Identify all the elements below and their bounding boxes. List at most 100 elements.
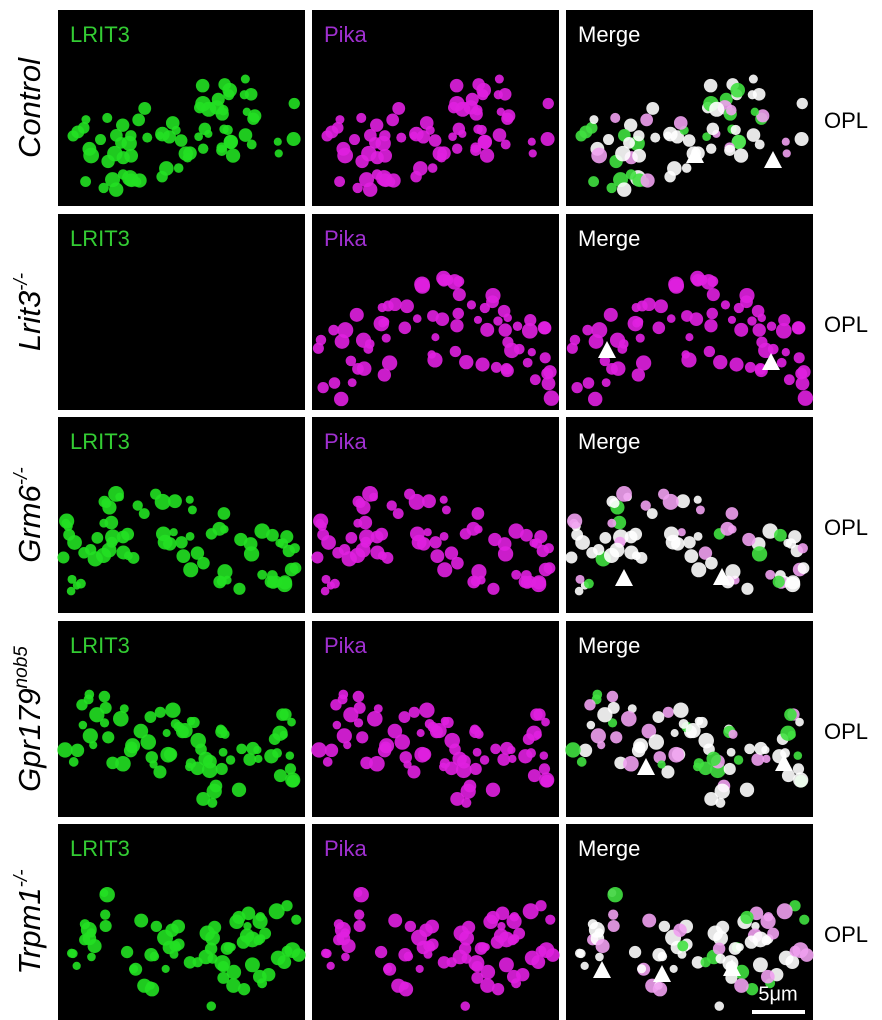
cell-signal (361, 145, 377, 162)
arrowhead (686, 146, 704, 163)
cell-signal (498, 323, 512, 337)
cell-signal (98, 690, 111, 703)
cell-signal (239, 90, 249, 100)
cell-signal (236, 743, 247, 755)
cell-signal (353, 518, 363, 528)
cell-signal (338, 543, 351, 556)
cell-signal (268, 903, 285, 920)
cell-signal (535, 945, 547, 957)
cell-signal (477, 134, 493, 150)
cell-signal (264, 749, 279, 764)
cell-signal (138, 101, 152, 115)
cell-signal (654, 299, 668, 314)
cell-signal (497, 304, 511, 318)
cell-signal (311, 551, 324, 564)
cell-signal (681, 310, 693, 322)
cell-signal (479, 148, 495, 163)
cell-signal (744, 935, 758, 949)
cell-signal (226, 964, 242, 980)
cell-signal (322, 757, 333, 767)
cell-signal (367, 711, 383, 727)
cell-signal (162, 729, 171, 738)
cell-signal (71, 125, 85, 139)
cell-signal (606, 182, 617, 194)
cell-signal (451, 143, 463, 154)
cell-signal (101, 542, 117, 558)
cell-signal (608, 909, 619, 920)
cell-signal (439, 495, 448, 504)
cell-signal (187, 505, 197, 515)
scale-bar-label: 5μm (758, 983, 797, 1005)
cell-signal (589, 115, 599, 125)
cell-signal (733, 148, 749, 163)
cell-signal (704, 319, 718, 333)
cell-signal (99, 518, 109, 528)
layer-label: OPL (824, 719, 868, 744)
cell-signal (377, 368, 392, 382)
cell-signal (214, 955, 231, 972)
cell-signal (429, 536, 442, 549)
cell-signal (575, 574, 585, 584)
cell-signal (325, 125, 339, 139)
cell-signal (530, 576, 547, 593)
cell-signal (750, 107, 759, 116)
cell-signal (592, 543, 605, 556)
cell-signal (715, 797, 726, 808)
cell-signal (646, 508, 658, 520)
cell-signal (522, 357, 533, 368)
cell-signal (185, 762, 194, 772)
cell-signal (144, 711, 157, 723)
cell-signal (129, 964, 139, 974)
gene-name: Control (12, 57, 47, 158)
cell-signal (691, 562, 707, 578)
cell-signal (597, 741, 606, 750)
cell-signal (723, 762, 736, 776)
cell-signal (341, 952, 350, 962)
cell-signal (762, 523, 778, 539)
cell-signal (334, 921, 351, 938)
panel: LRIT3 (58, 824, 306, 1020)
cell-signal (785, 538, 797, 549)
cell-signal (449, 345, 462, 358)
cell-signal (72, 961, 81, 971)
channel-label: Merge (578, 633, 640, 658)
cell-signal (291, 948, 306, 962)
cell-signal (285, 751, 295, 760)
cell-signal (102, 731, 115, 744)
cell-signal (635, 552, 648, 564)
cell-signal (720, 300, 731, 310)
cell-signal (286, 132, 301, 147)
cell-signal (277, 538, 289, 549)
cell-signal (703, 78, 718, 93)
cell-signal (603, 307, 618, 322)
cell-signal (155, 131, 164, 140)
cell-signal (436, 152, 447, 163)
cell-signal (215, 762, 228, 776)
cell-signal (328, 324, 339, 336)
cell-signal (673, 702, 689, 718)
cell-signal (243, 753, 257, 766)
cell-signal (259, 927, 272, 940)
cell-signal (422, 494, 436, 509)
cell-signal (334, 176, 346, 187)
cell-signal (408, 493, 425, 510)
cell-signal (183, 562, 199, 578)
cell-signal (109, 182, 124, 197)
cell-signal (149, 760, 158, 769)
cell-signal (678, 718, 689, 729)
cell-signal (776, 903, 793, 920)
cell-signal (728, 524, 737, 534)
cell-signal (450, 319, 464, 333)
cell-signal (277, 955, 292, 969)
arrowhead (598, 341, 616, 358)
cell-signal (334, 334, 350, 349)
cell-signal (673, 116, 688, 130)
cell-signal (497, 546, 514, 562)
cell-signal (133, 723, 149, 739)
cell-signal (526, 725, 542, 741)
cell-signal (784, 708, 797, 721)
cell-signal (640, 113, 654, 127)
cell-signal (254, 754, 263, 763)
cell-signal (144, 947, 158, 962)
cell-signal (80, 921, 97, 938)
